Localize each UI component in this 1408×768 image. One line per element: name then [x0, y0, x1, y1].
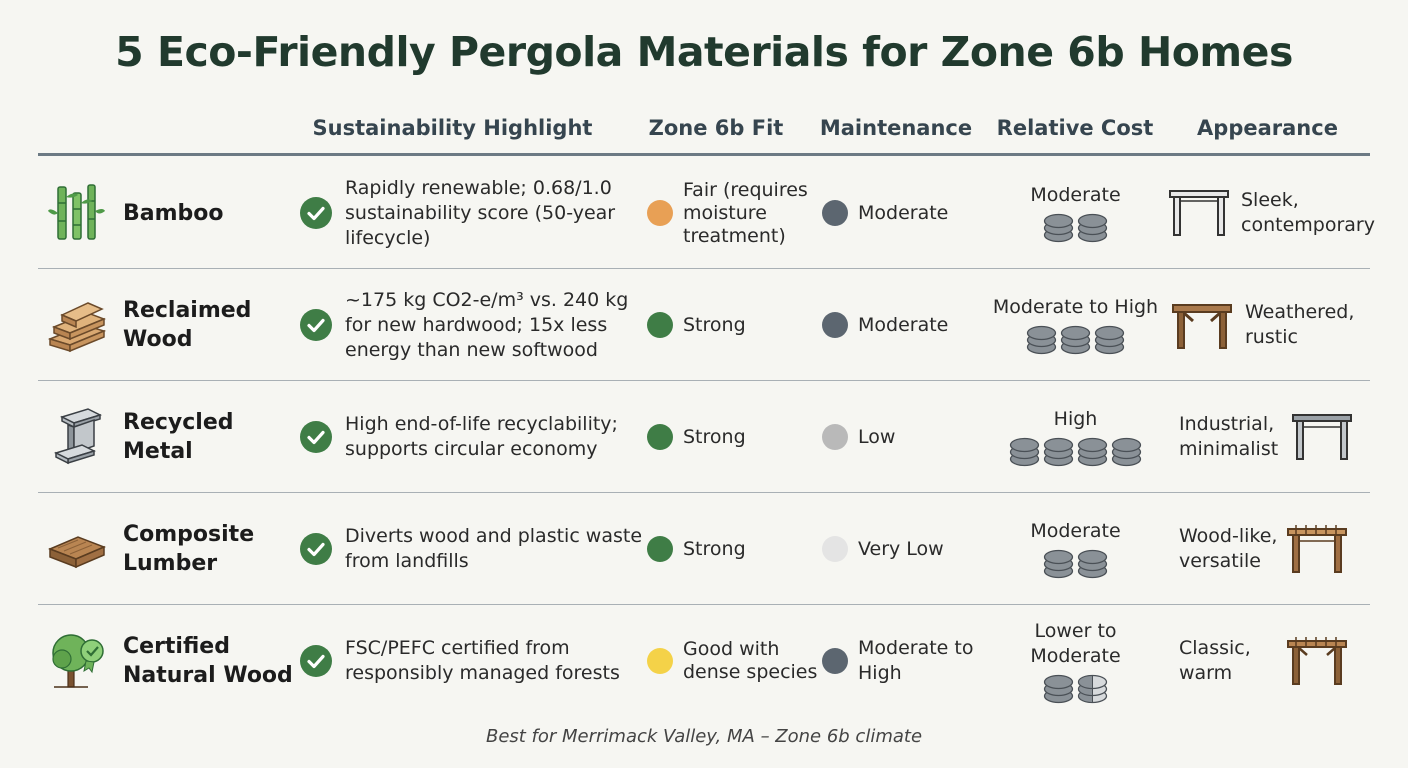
- relative-cost: Moderate: [988, 157, 1163, 269]
- coin-icon: [1026, 325, 1057, 355]
- composite-board-icon: [48, 519, 106, 579]
- check-icon: [300, 533, 332, 565]
- relative-cost: Moderate: [988, 493, 1163, 605]
- appearance-text: Weathered, rustic: [1245, 301, 1355, 348]
- appearance-text: Classic, warm: [1179, 637, 1251, 684]
- coin-icon: [1060, 325, 1091, 355]
- row-divider: [38, 492, 1370, 493]
- check-icon: [300, 421, 332, 453]
- row-divider: [38, 380, 1370, 381]
- sustainability-highlight: FSC/PEFC certified from responsibly mana…: [345, 637, 620, 684]
- zone-fit-text: Good with dense species: [683, 638, 818, 683]
- zone-fit-text: Strong: [683, 537, 746, 560]
- maintenance-text: Low: [858, 425, 896, 448]
- appearance-text: Sleek, contemporary: [1241, 189, 1375, 236]
- header-sustainability: Sustainability Highlight: [312, 116, 593, 140]
- relative-cost: Lower to Moderate: [988, 605, 1163, 717]
- cost-coins: [1043, 673, 1108, 704]
- coin-icon: [1043, 674, 1074, 703]
- half-coin-icon: [1077, 674, 1108, 703]
- wood-pergola-icon: [1286, 523, 1348, 575]
- maintenance-text: Moderate: [858, 201, 949, 224]
- cost-label: Moderate to High: [992, 296, 1159, 318]
- table-row: Composite Lumber Diverts wood and plasti…: [38, 493, 1370, 605]
- relative-cost: Moderate to High: [988, 269, 1163, 381]
- header-maintenance: Maintenance: [819, 116, 973, 140]
- zone-fit-text: Fair (requires moisture treatment): [683, 178, 808, 247]
- row-divider: [38, 268, 1370, 269]
- check-icon: [300, 197, 332, 229]
- fit-status-dot: [647, 424, 673, 450]
- material-name: Bamboo: [123, 200, 224, 226]
- cost-coins: [1043, 548, 1108, 579]
- table-row: Certified Natural Wood FSC/PEFC certifie…: [38, 605, 1370, 717]
- relative-cost: High: [988, 381, 1163, 493]
- maintenance-text: Moderate: [858, 313, 949, 336]
- table-row: Reclaimed Wood ~175 kg CO2-e/m³ vs. 240 …: [38, 269, 1370, 381]
- header-rule: [38, 153, 1370, 156]
- maintenance-text: Very Low: [858, 537, 944, 560]
- maintenance-dot: [822, 424, 848, 450]
- footer-note: Best for Merrimack Valley, MA – Zone 6b …: [485, 726, 923, 747]
- sustainability-highlight: Diverts wood and plastic waste from land…: [345, 525, 643, 572]
- maintenance-text: Moderate to High: [858, 637, 974, 684]
- appearance-text: Industrial, minimalist: [1179, 413, 1279, 460]
- bamboo-icon: [48, 183, 106, 243]
- coin-icon: [1094, 325, 1125, 355]
- sustainability-highlight: ~175 kg CO2-e/m³ vs. 240 kg for new hard…: [345, 288, 629, 361]
- page-title: 5 Eco-Friendly Pergola Materials for Zon…: [115, 28, 1293, 76]
- fit-status-dot: [647, 200, 673, 226]
- maintenance-dot: [822, 648, 848, 674]
- row-divider: [38, 604, 1370, 605]
- maintenance-dot: [822, 312, 848, 338]
- check-icon: [300, 645, 332, 677]
- steel-beam-icon: [48, 407, 106, 467]
- header-appearance: Appearance: [1197, 116, 1338, 140]
- zone-fit-text: Strong: [683, 313, 746, 336]
- certified-tree-icon: [48, 631, 106, 691]
- coin-icon: [1009, 437, 1040, 467]
- coin-icon: [1043, 437, 1074, 467]
- coin-icon: [1077, 437, 1108, 467]
- appearance-text: Wood-like, versatile: [1179, 525, 1278, 572]
- table-row: Bamboo Rapidly renewable; 0.68/1.0 susta…: [38, 157, 1375, 269]
- coin-icon: [1043, 213, 1074, 243]
- cost-label: Moderate: [1030, 520, 1121, 542]
- cost-label: Moderate: [1030, 184, 1121, 206]
- cost-coins: [1043, 212, 1108, 243]
- material-name: Certified Natural Wood: [123, 634, 293, 688]
- coin-icon: [1043, 549, 1074, 579]
- cost-coins: [1026, 324, 1125, 355]
- maintenance-dot: [822, 200, 848, 226]
- fit-status-dot: [647, 312, 673, 338]
- check-icon: [300, 309, 332, 341]
- maintenance-dot: [822, 536, 848, 562]
- material-name: Reclaimed Wood: [123, 298, 252, 352]
- fit-status-dot: [647, 536, 673, 562]
- metal-pergola-icon: [1291, 411, 1353, 463]
- sustainability-highlight: High end-of-life recyclability; supports…: [345, 413, 618, 460]
- cost-label: Lower to Moderate: [1030, 619, 1121, 667]
- wood-planks-icon: [47, 295, 107, 355]
- material-name: Recycled Metal: [123, 410, 234, 464]
- classic-pergola-icon: [1286, 635, 1348, 687]
- coin-icon: [1077, 549, 1108, 579]
- table-row: Recycled Metal High end-of-life recyclab…: [38, 381, 1370, 493]
- modern-pergola-icon: [1168, 187, 1230, 239]
- rustic-pergola-icon: [1171, 299, 1233, 351]
- header-relative-cost: Relative Cost: [996, 116, 1154, 140]
- zone-fit-text: Strong: [683, 425, 746, 448]
- cost-coins: [1009, 436, 1142, 467]
- material-name: Composite Lumber: [123, 522, 255, 576]
- sustainability-highlight: Rapidly renewable; 0.68/1.0 sustainabili…: [345, 176, 616, 249]
- header-zone-fit: Zone 6b Fit: [648, 116, 784, 140]
- coin-icon: [1077, 213, 1108, 243]
- coin-icon: [1111, 437, 1142, 467]
- fit-status-dot: [647, 648, 673, 674]
- cost-label: High: [1053, 408, 1098, 430]
